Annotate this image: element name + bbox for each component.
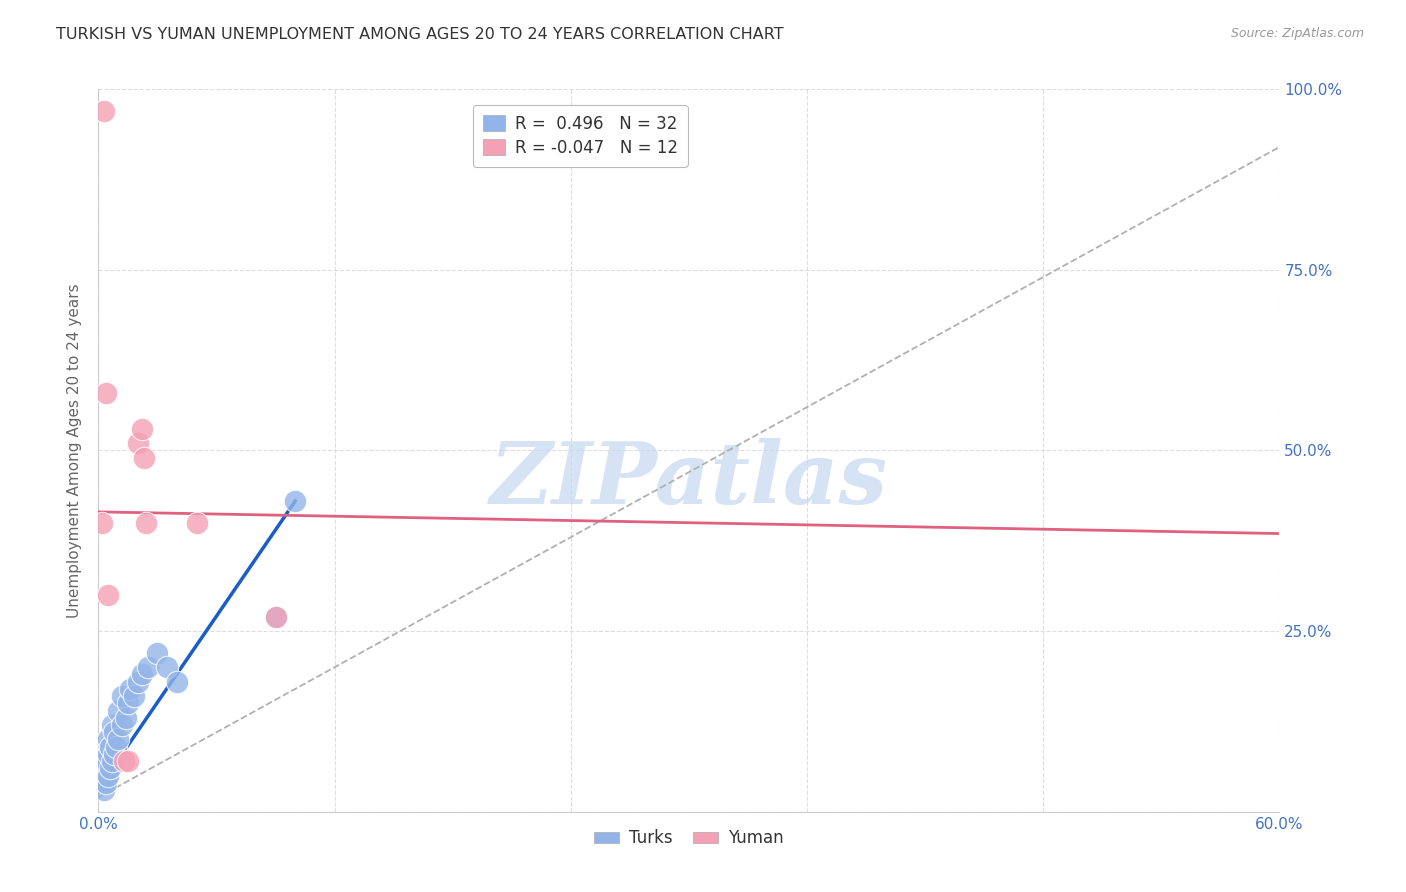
Y-axis label: Unemployment Among Ages 20 to 24 years: Unemployment Among Ages 20 to 24 years — [67, 283, 83, 618]
Point — [96, 754, 118, 768]
Point — [97, 769, 120, 783]
Point — [127, 674, 149, 689]
Point — [93, 783, 115, 797]
Text: TURKISH VS YUMAN UNEMPLOYMENT AMONG AGES 20 TO 24 YEARS CORRELATION CHART: TURKISH VS YUMAN UNEMPLOYMENT AMONG AGES… — [56, 27, 785, 42]
Point — [117, 754, 139, 768]
Point — [105, 739, 128, 754]
Point — [98, 739, 121, 754]
Point — [91, 776, 114, 790]
Point — [117, 696, 139, 710]
Point — [156, 660, 179, 674]
Point — [111, 689, 134, 703]
Point — [135, 516, 157, 530]
Point — [136, 660, 159, 674]
Point — [96, 385, 118, 400]
Point — [131, 422, 153, 436]
Point — [93, 761, 115, 775]
Point — [97, 747, 120, 761]
Point — [131, 667, 153, 681]
Point — [91, 769, 114, 783]
Point — [107, 704, 129, 718]
Point — [98, 761, 121, 775]
Point — [122, 689, 145, 703]
Point — [96, 776, 118, 790]
Point — [103, 725, 125, 739]
Text: Source: ZipAtlas.com: Source: ZipAtlas.com — [1230, 27, 1364, 40]
Legend: Turks, Yuman: Turks, Yuman — [588, 822, 790, 854]
Point — [146, 646, 169, 660]
Point — [111, 718, 134, 732]
Point — [107, 732, 129, 747]
Point — [93, 103, 115, 118]
Point — [264, 609, 287, 624]
Point — [118, 681, 141, 696]
Point — [127, 436, 149, 450]
Point — [132, 450, 155, 465]
Point — [186, 516, 208, 530]
Text: ZIPatlas: ZIPatlas — [489, 438, 889, 521]
Point — [101, 718, 124, 732]
Point — [91, 516, 114, 530]
Point — [166, 674, 188, 689]
Point — [97, 732, 120, 747]
Point — [112, 754, 135, 768]
Point — [103, 747, 125, 761]
Point — [284, 494, 307, 508]
Point — [97, 588, 120, 602]
Point — [115, 711, 138, 725]
Point — [101, 754, 124, 768]
Point — [264, 609, 287, 624]
